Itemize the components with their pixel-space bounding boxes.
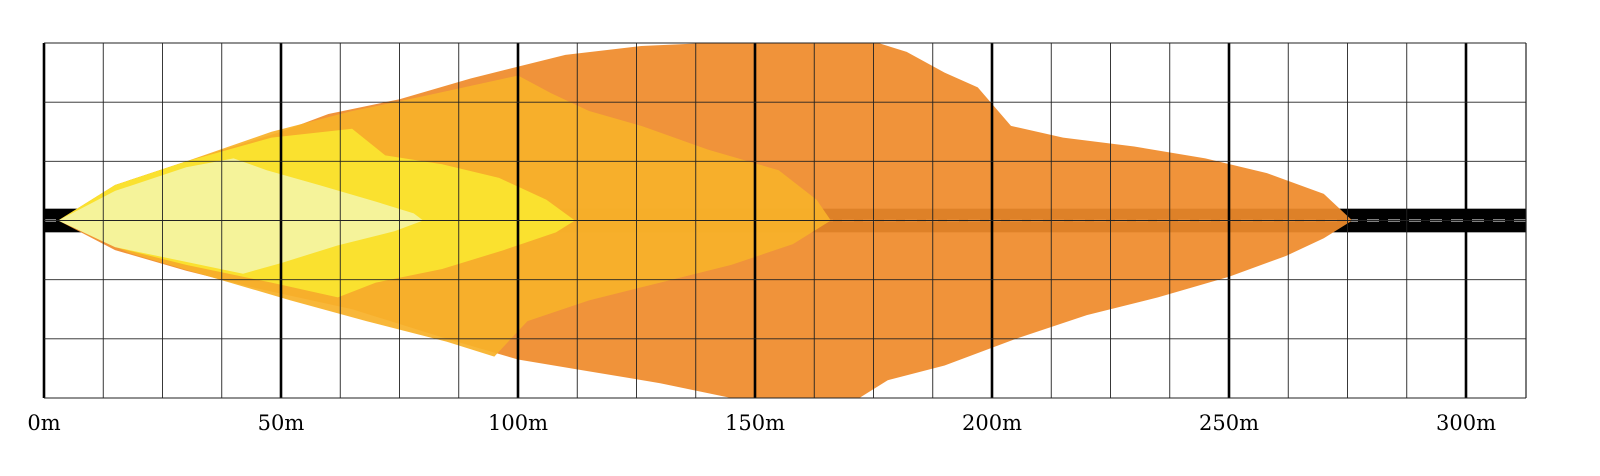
grid xyxy=(42,42,1527,399)
x-tick-label: 300m xyxy=(1436,411,1496,435)
x-tick-label: 250m xyxy=(1199,411,1259,435)
x-tick-labels: 0m 50m 100m 150m 200m 250m 300m xyxy=(27,411,1496,435)
x-tick-label: 200m xyxy=(962,411,1022,435)
x-tick-label: 0m xyxy=(27,411,60,435)
x-tick-label: 100m xyxy=(488,411,548,435)
beam-series-3 xyxy=(58,158,424,274)
x-tick-label: 150m xyxy=(725,411,785,435)
x-tick-label: 50m xyxy=(258,411,305,435)
